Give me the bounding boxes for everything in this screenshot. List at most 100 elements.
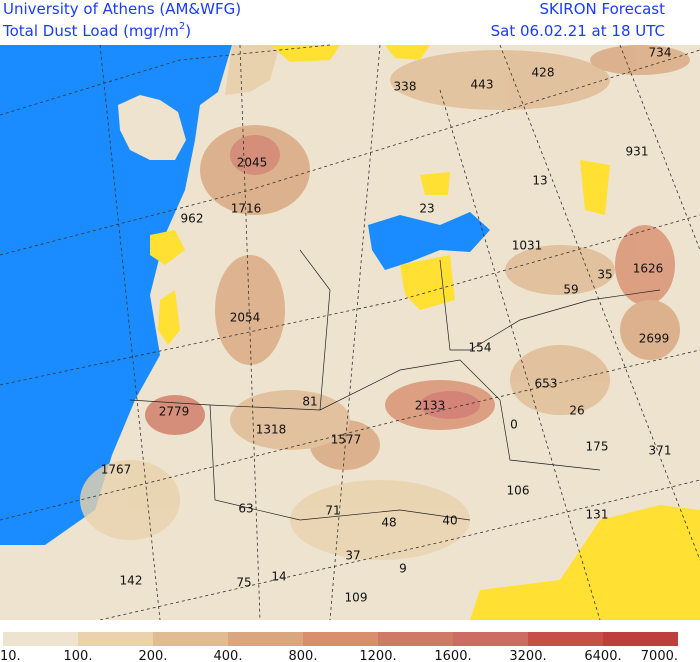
border: [299, 249, 331, 411]
island: [118, 95, 186, 160]
map-value-label: 13: [532, 174, 547, 188]
map-value-label: 26: [569, 404, 584, 418]
map-value-label: 40: [442, 514, 457, 528]
colorbar-label: 200.: [139, 649, 168, 662]
colorbar: 10. 100. 200. 400. 800. 1200. 1600. 3200. 6400. 7…: [0, 632, 678, 662]
header-right: Sat 06.02.21 at 18 UTC: [491, 22, 665, 40]
colorbar-label: 7000.: [641, 649, 678, 662]
map-value-label: 14: [271, 570, 286, 584]
map-value-label: 428: [532, 66, 555, 80]
plume: [215, 255, 285, 365]
colorbar-label: 6400.: [584, 649, 621, 662]
colorbar-label: 10.: [0, 649, 21, 662]
plume: [390, 50, 610, 110]
map-value-label: 154: [469, 341, 492, 355]
ocean: [0, 45, 232, 545]
grid-line: [99, 479, 700, 621]
map-value-label: 962: [181, 212, 204, 226]
border: [129, 359, 601, 471]
header-left: University of Athens (AM&WFG): [3, 0, 241, 18]
colorbar-segment: [378, 632, 453, 646]
plume: [80, 460, 180, 540]
colorbar-segment: [603, 632, 678, 646]
header-left: Total Dust Load (mgr/m2): [2, 21, 191, 40]
map-value-label: 1318: [256, 423, 287, 437]
plume: [615, 225, 675, 305]
map-value-label: 2779: [159, 405, 190, 419]
plume: [290, 480, 470, 560]
sea: [368, 212, 490, 270]
clear-area: [580, 160, 610, 215]
map-value-label: 131: [586, 508, 609, 522]
grid-line: [0, 214, 700, 386]
clear-area: [420, 172, 450, 195]
map-value-label: 175: [586, 440, 609, 454]
clear-area: [158, 290, 180, 345]
colorbar-label: 1200.: [359, 649, 396, 662]
colorbar-segment: [153, 632, 228, 646]
map-value-label: 9: [399, 562, 407, 576]
grid-line: [619, 44, 700, 251]
plume: [590, 45, 690, 75]
colorbar-segment: [303, 632, 378, 646]
map-value-label: 1577: [331, 433, 362, 447]
map-value-label: 338: [394, 80, 417, 94]
map-value-label: 2045: [237, 156, 268, 170]
header-sup: 2: [179, 21, 185, 32]
map-value-label: 1767: [101, 463, 132, 477]
map-value-label: 37: [345, 549, 360, 563]
dust-plumes: [80, 45, 690, 560]
map-value-label: 109: [345, 591, 368, 605]
grid-line: [0, 49, 700, 256]
plume: [620, 300, 680, 360]
grid-line: [99, 44, 161, 621]
colorbar-label: 3200.: [509, 649, 546, 662]
map-value-label: 106: [507, 484, 530, 498]
plume: [230, 135, 280, 175]
map-value-label: 71: [325, 504, 340, 518]
clear-area: [150, 230, 185, 265]
border: [209, 404, 471, 521]
map: [0, 44, 700, 621]
plume: [510, 345, 610, 415]
map-value-label: 1031: [512, 239, 543, 253]
plume: [230, 390, 350, 450]
map-value-label: 2133: [415, 399, 446, 413]
header-text: Total Dust Load (mgr/m: [2, 22, 179, 40]
colorbar-label: 1600.: [434, 649, 471, 662]
clear-area: [385, 45, 430, 60]
map-value-label: 59: [563, 283, 578, 297]
colorbar-label: 400.: [214, 649, 243, 662]
map-value-label: 371: [649, 444, 672, 458]
map-value-label: 81: [302, 395, 317, 409]
colorbar-segment: [453, 632, 528, 646]
map-value-label: 48: [381, 516, 396, 530]
colorbar-segment: [228, 632, 303, 646]
plume: [420, 391, 480, 419]
map-value-label: 63: [238, 502, 253, 516]
map-labels: 338 443 428 734 2045 931 13 1716 962 23 1031 35 1626…: [101, 46, 672, 605]
map-value-label: 1716: [231, 202, 262, 216]
plume: [145, 395, 205, 435]
map-value-label: 2054: [230, 311, 261, 325]
map-value-label: 2699: [639, 332, 670, 346]
grid-line: [439, 89, 601, 621]
grid-line: [0, 44, 331, 116]
border: [439, 259, 661, 351]
map-value-label: 443: [471, 78, 494, 92]
colorbar-segment: [78, 632, 153, 646]
header-text: ): [185, 22, 191, 40]
map-value-label: 931: [626, 145, 649, 159]
map-value-label: 142: [120, 574, 143, 588]
colorbar-segment: [528, 632, 603, 646]
map-value-label: 75: [236, 576, 251, 590]
colorbar-label: 800.: [289, 649, 318, 662]
map-value-label: 734: [649, 46, 672, 60]
map-value-label: 35: [597, 268, 612, 282]
colorbar-segment: [3, 632, 78, 646]
graticule: [0, 44, 700, 621]
map-value-label: 23: [419, 202, 434, 216]
map-value-label: 0: [510, 418, 518, 432]
header-right: SKIRON Forecast: [540, 0, 666, 18]
